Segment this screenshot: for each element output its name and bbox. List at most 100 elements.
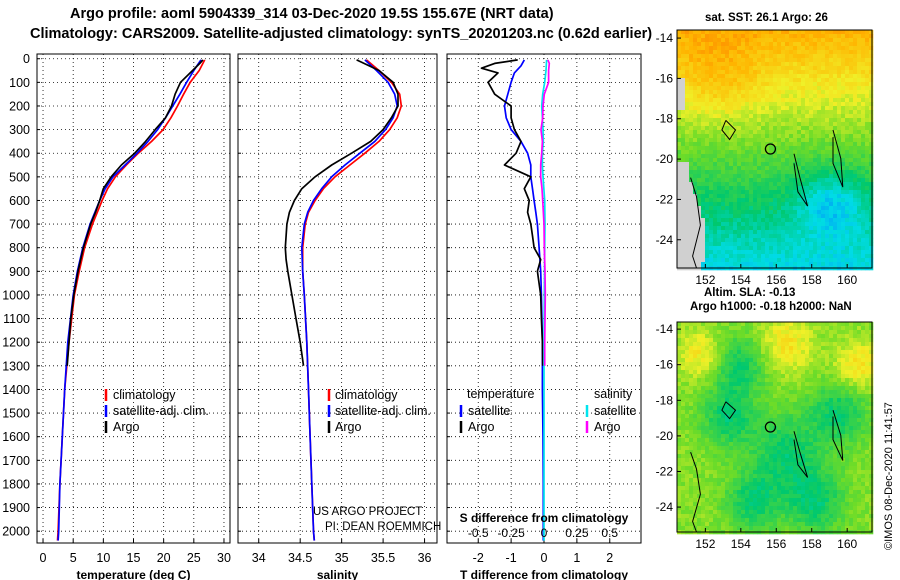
- map-cell: [833, 186, 838, 191]
- map-cell: [765, 46, 770, 51]
- map-cell: [749, 30, 754, 35]
- map-cell: [797, 94, 802, 99]
- map-cell: [821, 34, 826, 39]
- map-cell: [809, 54, 814, 59]
- map-cell: [737, 246, 742, 251]
- map-cell: [845, 350, 850, 355]
- map-cell: [765, 350, 770, 355]
- map-cell: [697, 374, 702, 379]
- map-cell: [693, 182, 698, 187]
- map-cell: [809, 222, 814, 227]
- map-cell: [725, 146, 730, 151]
- map-cell: [773, 74, 778, 79]
- map-cell: [861, 414, 866, 419]
- map-cell: [797, 366, 802, 371]
- map-cell: [733, 370, 738, 375]
- map-cell: [737, 322, 742, 327]
- map-cell: [685, 102, 690, 107]
- map-cell: [705, 326, 710, 331]
- map-cell: [701, 194, 706, 199]
- map-cell: [709, 422, 714, 427]
- map-cell: [845, 250, 850, 255]
- map-cell: [801, 242, 806, 247]
- map-cell: [805, 86, 810, 91]
- map-cell: [845, 118, 850, 123]
- map-cell: [697, 138, 702, 143]
- map-cell: [857, 418, 862, 423]
- map-cell: [729, 334, 734, 339]
- map-cell: [729, 142, 734, 147]
- map-cell: [709, 418, 714, 423]
- map-cell: [733, 146, 738, 151]
- map-cell: [789, 414, 794, 419]
- map-cell: [801, 406, 806, 411]
- map-cell: [849, 66, 854, 71]
- map-cell: [833, 86, 838, 91]
- map-cell: [701, 106, 706, 111]
- map-cell: [865, 114, 870, 119]
- map-cell: [769, 418, 774, 423]
- map-cell: [677, 162, 682, 167]
- map-cell: [833, 82, 838, 87]
- map-cell: [837, 30, 842, 35]
- map-cell: [845, 226, 850, 231]
- map-cell: [705, 378, 710, 383]
- map-cell: [765, 214, 770, 219]
- map-cell: [869, 238, 874, 243]
- map-cell: [833, 330, 838, 335]
- map-cell: [857, 58, 862, 63]
- map-cell: [745, 174, 750, 179]
- map-cell: [729, 242, 734, 247]
- map-cell: [777, 122, 782, 127]
- map-cell: [809, 398, 814, 403]
- map-cell: [857, 54, 862, 59]
- map-cell: [793, 146, 798, 151]
- map-cell: [741, 178, 746, 183]
- map-cell: [677, 66, 682, 71]
- map-cell: [805, 430, 810, 435]
- map-cell: [797, 362, 802, 367]
- map-cell: [749, 62, 754, 67]
- map-cell: [793, 106, 798, 111]
- map-cell: [721, 46, 726, 51]
- map-cell: [733, 102, 738, 107]
- map-cell: [749, 54, 754, 59]
- map-cell: [849, 190, 854, 195]
- map-cell: [717, 102, 722, 107]
- map-cell: [861, 346, 866, 351]
- map-cell: [757, 54, 762, 59]
- map-cell: [741, 426, 746, 431]
- map-cell: [717, 334, 722, 339]
- map-cell: [773, 50, 778, 55]
- x-tick-label: 0: [541, 551, 548, 565]
- map-cell: [745, 418, 750, 423]
- map-cell: [865, 410, 870, 415]
- map-cell: [813, 70, 818, 75]
- map-cell: [841, 82, 846, 87]
- map-cell: [861, 382, 866, 387]
- map-cell: [813, 130, 818, 135]
- map-cell: [701, 334, 706, 339]
- map-cell: [857, 126, 862, 131]
- map-cell: [693, 142, 698, 147]
- map-cell: [849, 134, 854, 139]
- map-cell: [757, 402, 762, 407]
- map-cell: [701, 134, 706, 139]
- map-cell: [721, 350, 726, 355]
- map-cell: [677, 70, 682, 75]
- map-cell: [757, 258, 762, 263]
- map-cell: [685, 382, 690, 387]
- map-cell: [753, 358, 758, 363]
- map-cell: [677, 458, 682, 463]
- map-cell: [705, 150, 710, 155]
- map-cell: [845, 446, 850, 451]
- map-cell: [741, 198, 746, 203]
- map-cell: [745, 246, 750, 251]
- map-cell: [813, 30, 818, 35]
- map-cell: [713, 258, 718, 263]
- map-cell: [701, 30, 706, 35]
- map-cell: [685, 426, 690, 431]
- map-cell: [681, 162, 686, 167]
- map-cell: [789, 198, 794, 203]
- map-cell: [725, 242, 730, 247]
